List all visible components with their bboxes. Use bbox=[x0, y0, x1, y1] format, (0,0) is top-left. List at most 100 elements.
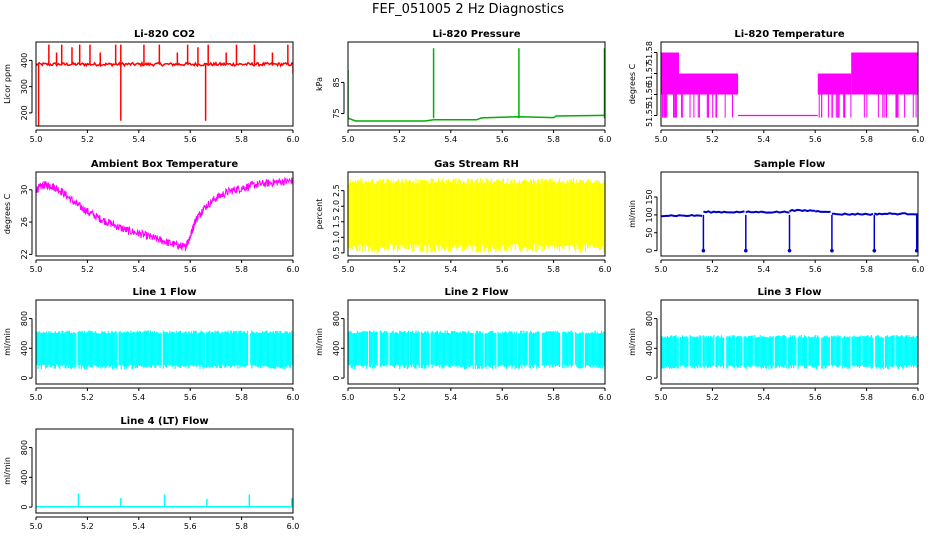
x-tick-label: 6.0 bbox=[912, 265, 925, 274]
y-tick-label: 2.0 bbox=[332, 200, 341, 213]
y-axis-label: kPa bbox=[315, 77, 324, 91]
x-tick-label: 5.4 bbox=[444, 265, 457, 274]
page-title: FEF_051005 2 Hz Diagnostics bbox=[372, 2, 564, 17]
x-tick-label: 5.6 bbox=[496, 265, 509, 274]
x-tick-label: 5.0 bbox=[30, 393, 43, 402]
y-tick-label: 0.5 bbox=[332, 247, 341, 260]
data-layer bbox=[348, 48, 605, 122]
series-point bbox=[787, 248, 792, 253]
chart-panel: Line 4 (LT) Flow ml/min 5.0 5.2 5.4 5.6 5.8 6.0… bbox=[3, 416, 299, 531]
y-tick-label: 400 bbox=[20, 341, 29, 356]
series-line bbox=[348, 114, 605, 122]
plot-frame bbox=[660, 299, 919, 385]
chart-panel: Line 1 Flow ml/min 5.0 5.2 5.4 5.6 5.8 6.0 0 400 8… bbox=[3, 287, 300, 402]
series-point bbox=[830, 248, 834, 253]
series-point bbox=[744, 248, 748, 253]
y-tick-label: 51.57 bbox=[645, 62, 654, 85]
y-tick-label: 400 bbox=[332, 341, 341, 356]
x-tick-label: 5.0 bbox=[30, 135, 43, 144]
chart-panel: Li-820 Pressure kPa 5.0 5.2 5.4 5.6 5.8 6.0 75 85 bbox=[315, 29, 612, 144]
y-tick-label: 800 bbox=[332, 311, 341, 326]
x-tick-label: 5.8 bbox=[235, 522, 248, 531]
x-tick-label: 5.8 bbox=[860, 265, 873, 274]
series-band bbox=[851, 52, 918, 95]
x-tick-label: 5.0 bbox=[30, 522, 43, 531]
plot-frame bbox=[35, 171, 294, 257]
chart-title: Line 4 (LT) Flow bbox=[120, 416, 208, 427]
x-tick-label: 5.4 bbox=[132, 265, 145, 274]
x-tick-label: 6.0 bbox=[912, 393, 925, 402]
x-tick-label: 5.2 bbox=[81, 393, 94, 402]
x-tick-label: 6.0 bbox=[287, 265, 300, 274]
y-tick-label: 0 bbox=[645, 248, 654, 253]
x-tick-label: 5.6 bbox=[809, 265, 822, 274]
y-axis-label: Licor ppm bbox=[3, 64, 12, 104]
y-axis-label: ml/min bbox=[315, 328, 324, 356]
x-tick-label: 5.0 bbox=[342, 135, 355, 144]
data-layer bbox=[661, 208, 918, 253]
x-tick-label: 5.2 bbox=[81, 522, 94, 531]
data-layer bbox=[36, 493, 293, 508]
chart-title: Li-820 Temperature bbox=[734, 29, 844, 40]
x-tick-label: 5.6 bbox=[184, 265, 197, 274]
x-tick-label: 6.0 bbox=[599, 135, 612, 144]
data-layer bbox=[36, 330, 293, 370]
y-tick-label: 51.58 bbox=[645, 41, 654, 64]
x-tick-label: 5.2 bbox=[706, 135, 719, 144]
x-tick-label: 5.8 bbox=[235, 135, 248, 144]
series-line bbox=[831, 212, 874, 216]
chart-title: Gas Stream RH bbox=[434, 159, 519, 170]
plot-frame bbox=[35, 299, 294, 385]
x-tick-label: 5.2 bbox=[706, 265, 719, 274]
series-line bbox=[703, 210, 745, 214]
y-axis-label: ml/min bbox=[3, 457, 12, 485]
x-tick-label: 5.6 bbox=[809, 393, 822, 402]
y-tick-label: 200 bbox=[20, 105, 29, 120]
y-tick-label: 51.56 bbox=[645, 83, 654, 106]
x-tick-label: 5.2 bbox=[706, 393, 719, 402]
x-tick-label: 5.2 bbox=[393, 393, 406, 402]
y-tick-label: 0 bbox=[332, 376, 341, 381]
x-tick-label: 5.8 bbox=[547, 393, 560, 402]
x-tick-label: 5.8 bbox=[547, 265, 560, 274]
y-tick-label: 1.5 bbox=[332, 215, 341, 228]
series-point bbox=[872, 248, 877, 253]
chart-panel: Line 2 Flow ml/min 5.0 5.2 5.4 5.6 5.8 6.0 0 400 8… bbox=[315, 287, 611, 402]
y-tick-label: 0 bbox=[20, 505, 29, 510]
series-line bbox=[789, 208, 816, 213]
y-tick-label: 26 bbox=[20, 217, 29, 227]
y-tick-label: 2.5 bbox=[332, 184, 341, 197]
chart-title: Ambient Box Temperature bbox=[91, 159, 238, 170]
data-layer bbox=[348, 178, 605, 253]
chart-panel: Sample Flow ml/min 5.0 5.2 5.4 5.6 5.8 6.0 0 50 10… bbox=[628, 159, 925, 274]
y-axis-label: ml/min bbox=[628, 328, 637, 356]
y-tick-label: 800 bbox=[20, 440, 29, 455]
plot-frame bbox=[660, 171, 919, 257]
chart-title: Line 1 Flow bbox=[133, 287, 197, 298]
chart-title: Li-820 Pressure bbox=[432, 29, 520, 40]
y-tick-label: 400 bbox=[20, 53, 29, 68]
x-tick-label: 6.0 bbox=[287, 393, 300, 402]
x-tick-label: 5.8 bbox=[235, 265, 248, 274]
series-line bbox=[36, 60, 293, 68]
x-tick-label: 5.0 bbox=[655, 135, 668, 144]
plot-frame bbox=[347, 41, 606, 127]
chart-panel: Line 3 Flow ml/min 5.0 5.2 5.4 5.6 5.8 6.0 0 400 8… bbox=[628, 287, 925, 402]
chart-title: Line 2 Flow bbox=[445, 287, 509, 298]
y-tick-label: 0 bbox=[20, 376, 29, 381]
plot-frame bbox=[347, 299, 606, 385]
x-tick-label: 5.8 bbox=[860, 393, 873, 402]
y-tick-label: 85 bbox=[332, 77, 341, 87]
data-layer bbox=[661, 52, 918, 118]
series-band bbox=[678, 73, 739, 95]
y-axis-label: ml/min bbox=[3, 328, 12, 356]
series-point bbox=[914, 248, 918, 253]
x-tick-label: 5.6 bbox=[184, 135, 197, 144]
chart-title: Line 3 Flow bbox=[758, 287, 822, 298]
plot-frame bbox=[347, 171, 606, 257]
y-axis-label: degrees C bbox=[628, 63, 637, 104]
y-axis-label: degrees C bbox=[3, 193, 12, 234]
x-tick-label: 5.4 bbox=[132, 522, 145, 531]
x-tick-label: 6.0 bbox=[912, 135, 925, 144]
x-tick-label: 5.2 bbox=[81, 265, 94, 274]
